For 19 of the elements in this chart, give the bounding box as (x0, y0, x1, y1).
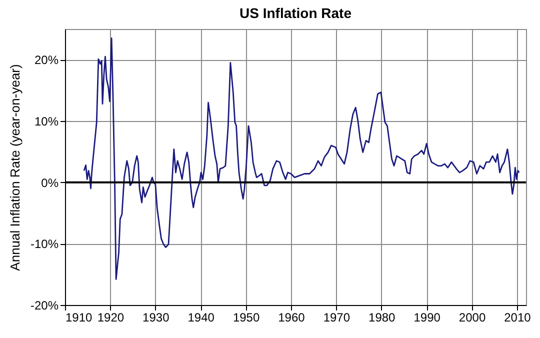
y-tick-label: 20% (34, 53, 59, 68)
y-tick-label: -20% (30, 298, 59, 312)
x-tick-label: 1990 (414, 310, 441, 324)
x-tick-label: 1930 (142, 310, 170, 324)
y-tick-label: 10% (34, 114, 59, 128)
x-tick-label: 1980 (368, 310, 396, 324)
chart-title: US Inflation Rate (239, 5, 352, 21)
x-tick-label: 1960 (278, 310, 306, 324)
x-tick-label: 1970 (323, 310, 350, 324)
y-tick-label: -10% (30, 237, 59, 252)
x-tick-label: 1950 (232, 310, 260, 324)
x-tick-label: 1940 (188, 310, 215, 324)
x-tick-label: 1910 (66, 310, 93, 324)
x-tick-label: 1920 (97, 310, 124, 324)
y-tick-label: 0% (41, 176, 59, 190)
x-tick-label: 2000 (458, 310, 486, 324)
y-axis-title: Annual Inflation Rate (year-on-year) (7, 64, 22, 271)
line-series (83, 38, 520, 280)
x-tick-label: 2010 (504, 310, 532, 324)
